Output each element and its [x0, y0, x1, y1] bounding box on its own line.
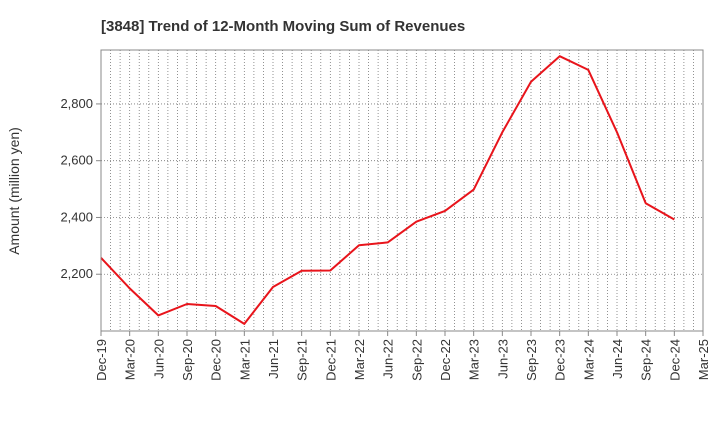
series-group	[100, 55, 675, 325]
x-tick-label: Dec-20	[209, 339, 224, 381]
x-tick-label: Jun-24	[610, 339, 625, 379]
y-tick-label: 2,800	[60, 96, 93, 111]
x-tick-label: Jun-21	[266, 339, 281, 379]
x-tick-label: Sep-23	[524, 339, 539, 381]
y-tick-label: 2,200	[60, 266, 93, 281]
y-axis-ticks: 2,200 2,400 2,600 2,800	[60, 96, 101, 281]
x-tick-label: Sep-21	[295, 339, 310, 381]
x-tick-label: Mar-23	[467, 339, 482, 380]
x-tick-label: Sep-20	[180, 339, 195, 381]
x-tick-label: Sep-22	[409, 339, 424, 381]
y-tick-label: 2,600	[60, 153, 93, 168]
x-tick-label: Dec-23	[553, 339, 568, 381]
x-tick-label: Mar-24	[581, 339, 596, 380]
x-tick-label: Jun-20	[151, 339, 166, 379]
x-tick-label: Jun-22	[381, 339, 396, 379]
y-axis-label: Amount (million yen)	[6, 127, 22, 255]
x-tick-label: Mar-21	[237, 339, 252, 380]
x-tick-label: Mar-20	[123, 339, 138, 380]
x-tick-label: Dec-24	[667, 339, 682, 381]
series-line	[100, 55, 675, 325]
x-tick-label: Dec-21	[323, 339, 338, 381]
x-tick-label: Dec-22	[438, 339, 453, 381]
x-tick-label: Jun-23	[495, 339, 510, 379]
y-tick-label: 2,400	[60, 209, 93, 224]
x-tick-label: Mar-25	[696, 339, 711, 380]
chart-title: [3848] Trend of 12-Month Moving Sum of R…	[101, 18, 465, 35]
plot-frame	[100, 49, 704, 332]
grid-lines	[101, 50, 703, 331]
x-axis-ticks: Dec-19 Mar-20 Jun-20 Sep-20 Dec-20 Mar-21 Jun-…	[94, 331, 711, 381]
x-tick-label: Mar-22	[352, 339, 367, 380]
x-tick-label: Dec-19	[94, 339, 109, 381]
x-tick-label: Sep-24	[639, 339, 654, 381]
